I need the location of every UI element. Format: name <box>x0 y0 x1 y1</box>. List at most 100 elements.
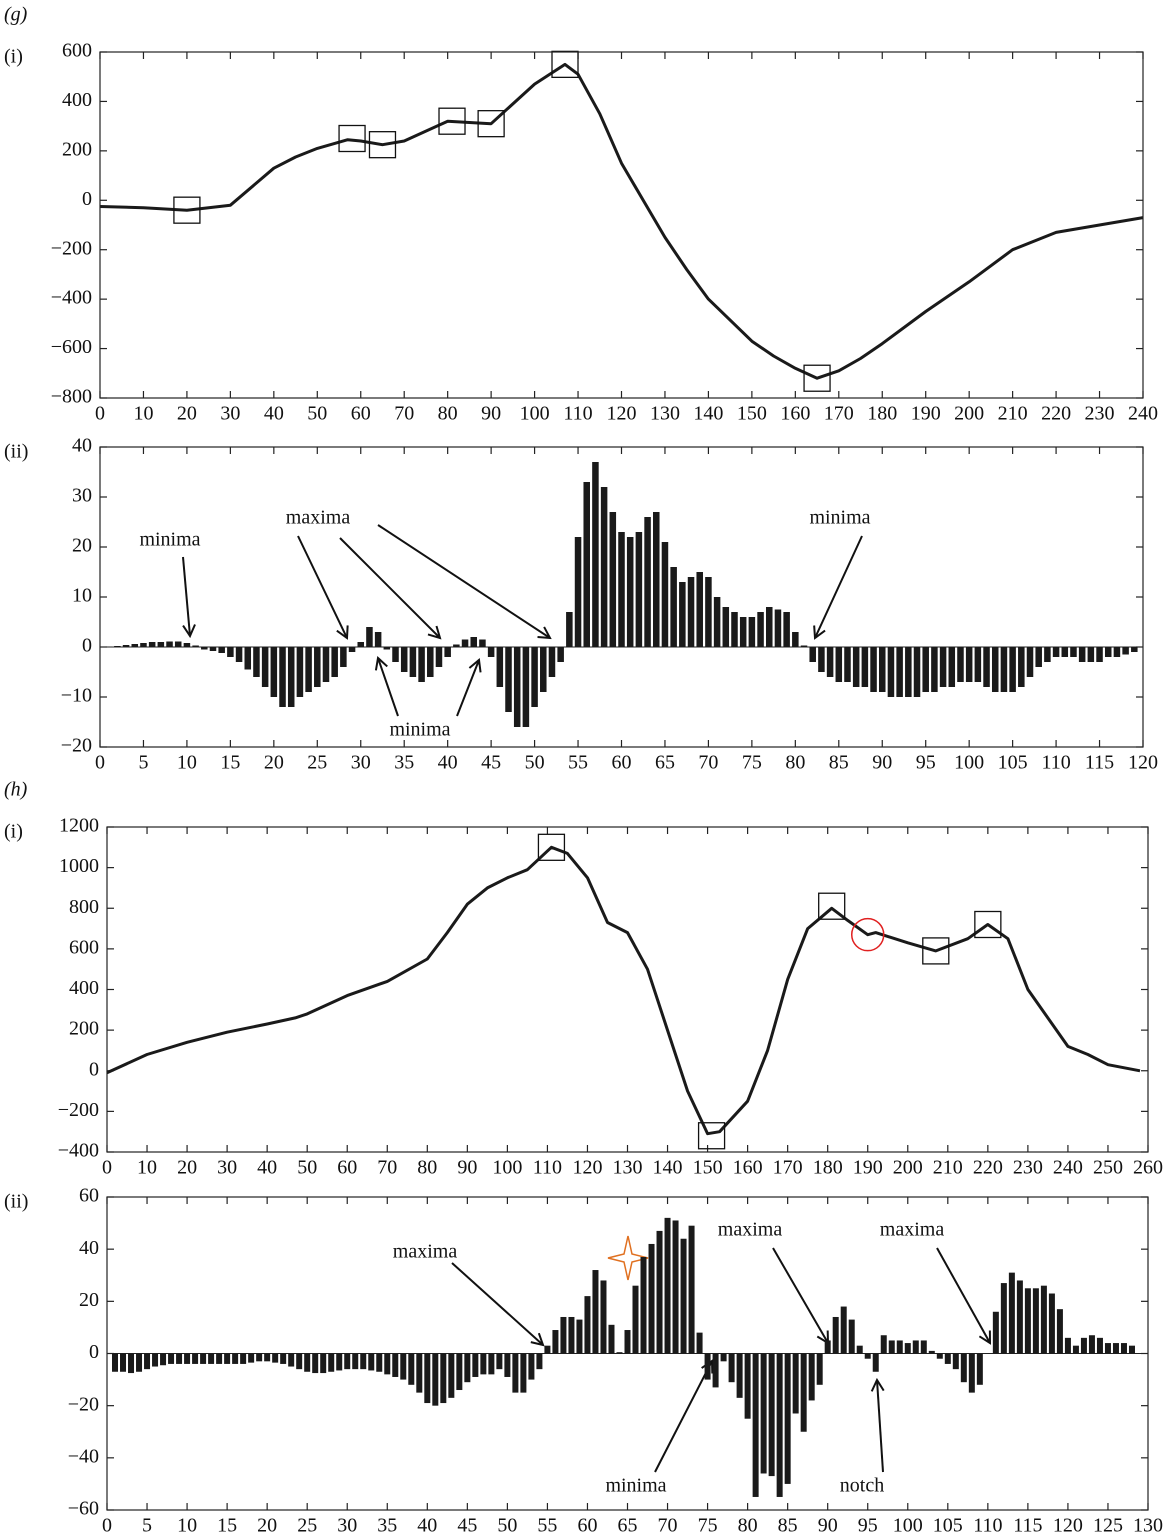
x-tick-label: 100 <box>492 1157 522 1179</box>
x-tick-label: 50 <box>525 752 545 774</box>
bar <box>504 1353 511 1377</box>
bar <box>878 647 886 692</box>
x-tick-label: 90 <box>481 403 501 425</box>
x-tick-label: 80 <box>417 1157 437 1179</box>
bar <box>592 1270 599 1354</box>
x-tick-label: 50 <box>297 1157 317 1179</box>
bar <box>1000 1283 1007 1354</box>
bar <box>688 1225 695 1354</box>
bar <box>1131 647 1138 652</box>
x-tick-label: 0 <box>102 1157 112 1179</box>
bar <box>928 1350 935 1354</box>
x-tick-label: 250 <box>1093 1157 1123 1179</box>
bar <box>736 1353 743 1398</box>
bar <box>400 1353 407 1380</box>
bar <box>931 647 938 692</box>
bar <box>965 647 973 682</box>
box-marker <box>438 107 466 135</box>
bar <box>618 532 625 647</box>
x-tick-label: 10 <box>177 752 197 774</box>
x-tick-label: 170 <box>824 403 854 425</box>
box-marker <box>974 910 1002 939</box>
bar <box>166 641 173 647</box>
bar <box>800 645 808 647</box>
bar <box>448 1353 455 1398</box>
bar <box>1052 647 1060 657</box>
x-tick-label: 65 <box>655 752 675 774</box>
bar <box>905 647 912 697</box>
y-tick-label: 200 <box>69 1018 99 1040</box>
x-tick-label: 5 <box>142 1515 152 1534</box>
bar <box>296 1353 303 1370</box>
bar <box>314 647 321 687</box>
bar <box>826 647 834 677</box>
bar <box>235 647 243 662</box>
x-tick-label: 40 <box>257 1157 277 1179</box>
x-tick-label: 180 <box>813 1157 843 1179</box>
bar <box>440 1353 447 1404</box>
x-tick-label: 80 <box>785 752 805 774</box>
bar <box>244 647 252 670</box>
bar <box>305 647 312 692</box>
bar <box>256 1353 263 1362</box>
bar <box>952 1353 959 1370</box>
x-tick-label: 210 <box>998 403 1028 425</box>
x-tick-label: 45 <box>457 1515 477 1534</box>
bar <box>870 647 877 692</box>
x-tick-label: 20 <box>257 1515 277 1534</box>
x-tick-label: 140 <box>653 1157 683 1179</box>
bar <box>713 597 721 647</box>
bar <box>552 1330 559 1354</box>
bar <box>136 1353 143 1372</box>
bar <box>131 644 139 647</box>
annotation: maxima <box>286 507 351 529</box>
x-tick-label: 160 <box>780 403 810 425</box>
panel-label: (i) <box>4 821 23 843</box>
bar <box>783 612 790 647</box>
x-tick-label: 90 <box>872 752 892 774</box>
x-tick-label: 190 <box>911 403 941 425</box>
x-tick-label: 10 <box>133 403 153 425</box>
bar <box>544 1345 551 1354</box>
x-tick-label: 10 <box>137 1157 157 1179</box>
y-tick-label: 30 <box>72 485 92 507</box>
bar <box>1078 647 1086 662</box>
x-tick-label: 90 <box>818 1515 838 1534</box>
x-tick-label: 30 <box>220 403 240 425</box>
x-tick-label: 60 <box>577 1515 597 1534</box>
bar <box>976 1353 983 1385</box>
x-tick-label: 70 <box>698 752 718 774</box>
bar <box>1104 1343 1111 1354</box>
arrow <box>182 556 190 636</box>
line <box>99 62 1144 380</box>
bar <box>464 1353 471 1383</box>
bar <box>176 1353 183 1364</box>
bar <box>765 607 773 647</box>
x-tick-label: 55 <box>537 1515 557 1534</box>
bar <box>270 647 278 697</box>
group-label: (h) <box>4 779 28 801</box>
x-tick-label: 150 <box>737 403 767 425</box>
y-tick-label: −20 <box>68 1393 99 1415</box>
bar <box>896 647 903 697</box>
bar <box>948 647 956 687</box>
x-tick-label: 20 <box>177 403 197 425</box>
bar <box>600 1280 607 1354</box>
bar <box>731 612 738 647</box>
bar <box>368 1353 375 1371</box>
x-tick-label: 85 <box>778 1515 798 1534</box>
y-tick-label: 0 <box>82 188 92 210</box>
bar <box>340 647 347 667</box>
y-tick-label: 60 <box>79 1185 99 1207</box>
y-tick-label: 800 <box>69 896 99 918</box>
arrow <box>772 1247 828 1343</box>
x-tick-label: 60 <box>612 752 632 774</box>
bar <box>383 647 391 650</box>
bar <box>522 647 530 727</box>
bar <box>480 1353 487 1375</box>
arrow <box>451 1262 543 1345</box>
bar <box>584 1296 591 1354</box>
bar <box>227 647 234 657</box>
bar <box>861 647 869 687</box>
x-tick-label: 170 <box>773 1157 803 1179</box>
